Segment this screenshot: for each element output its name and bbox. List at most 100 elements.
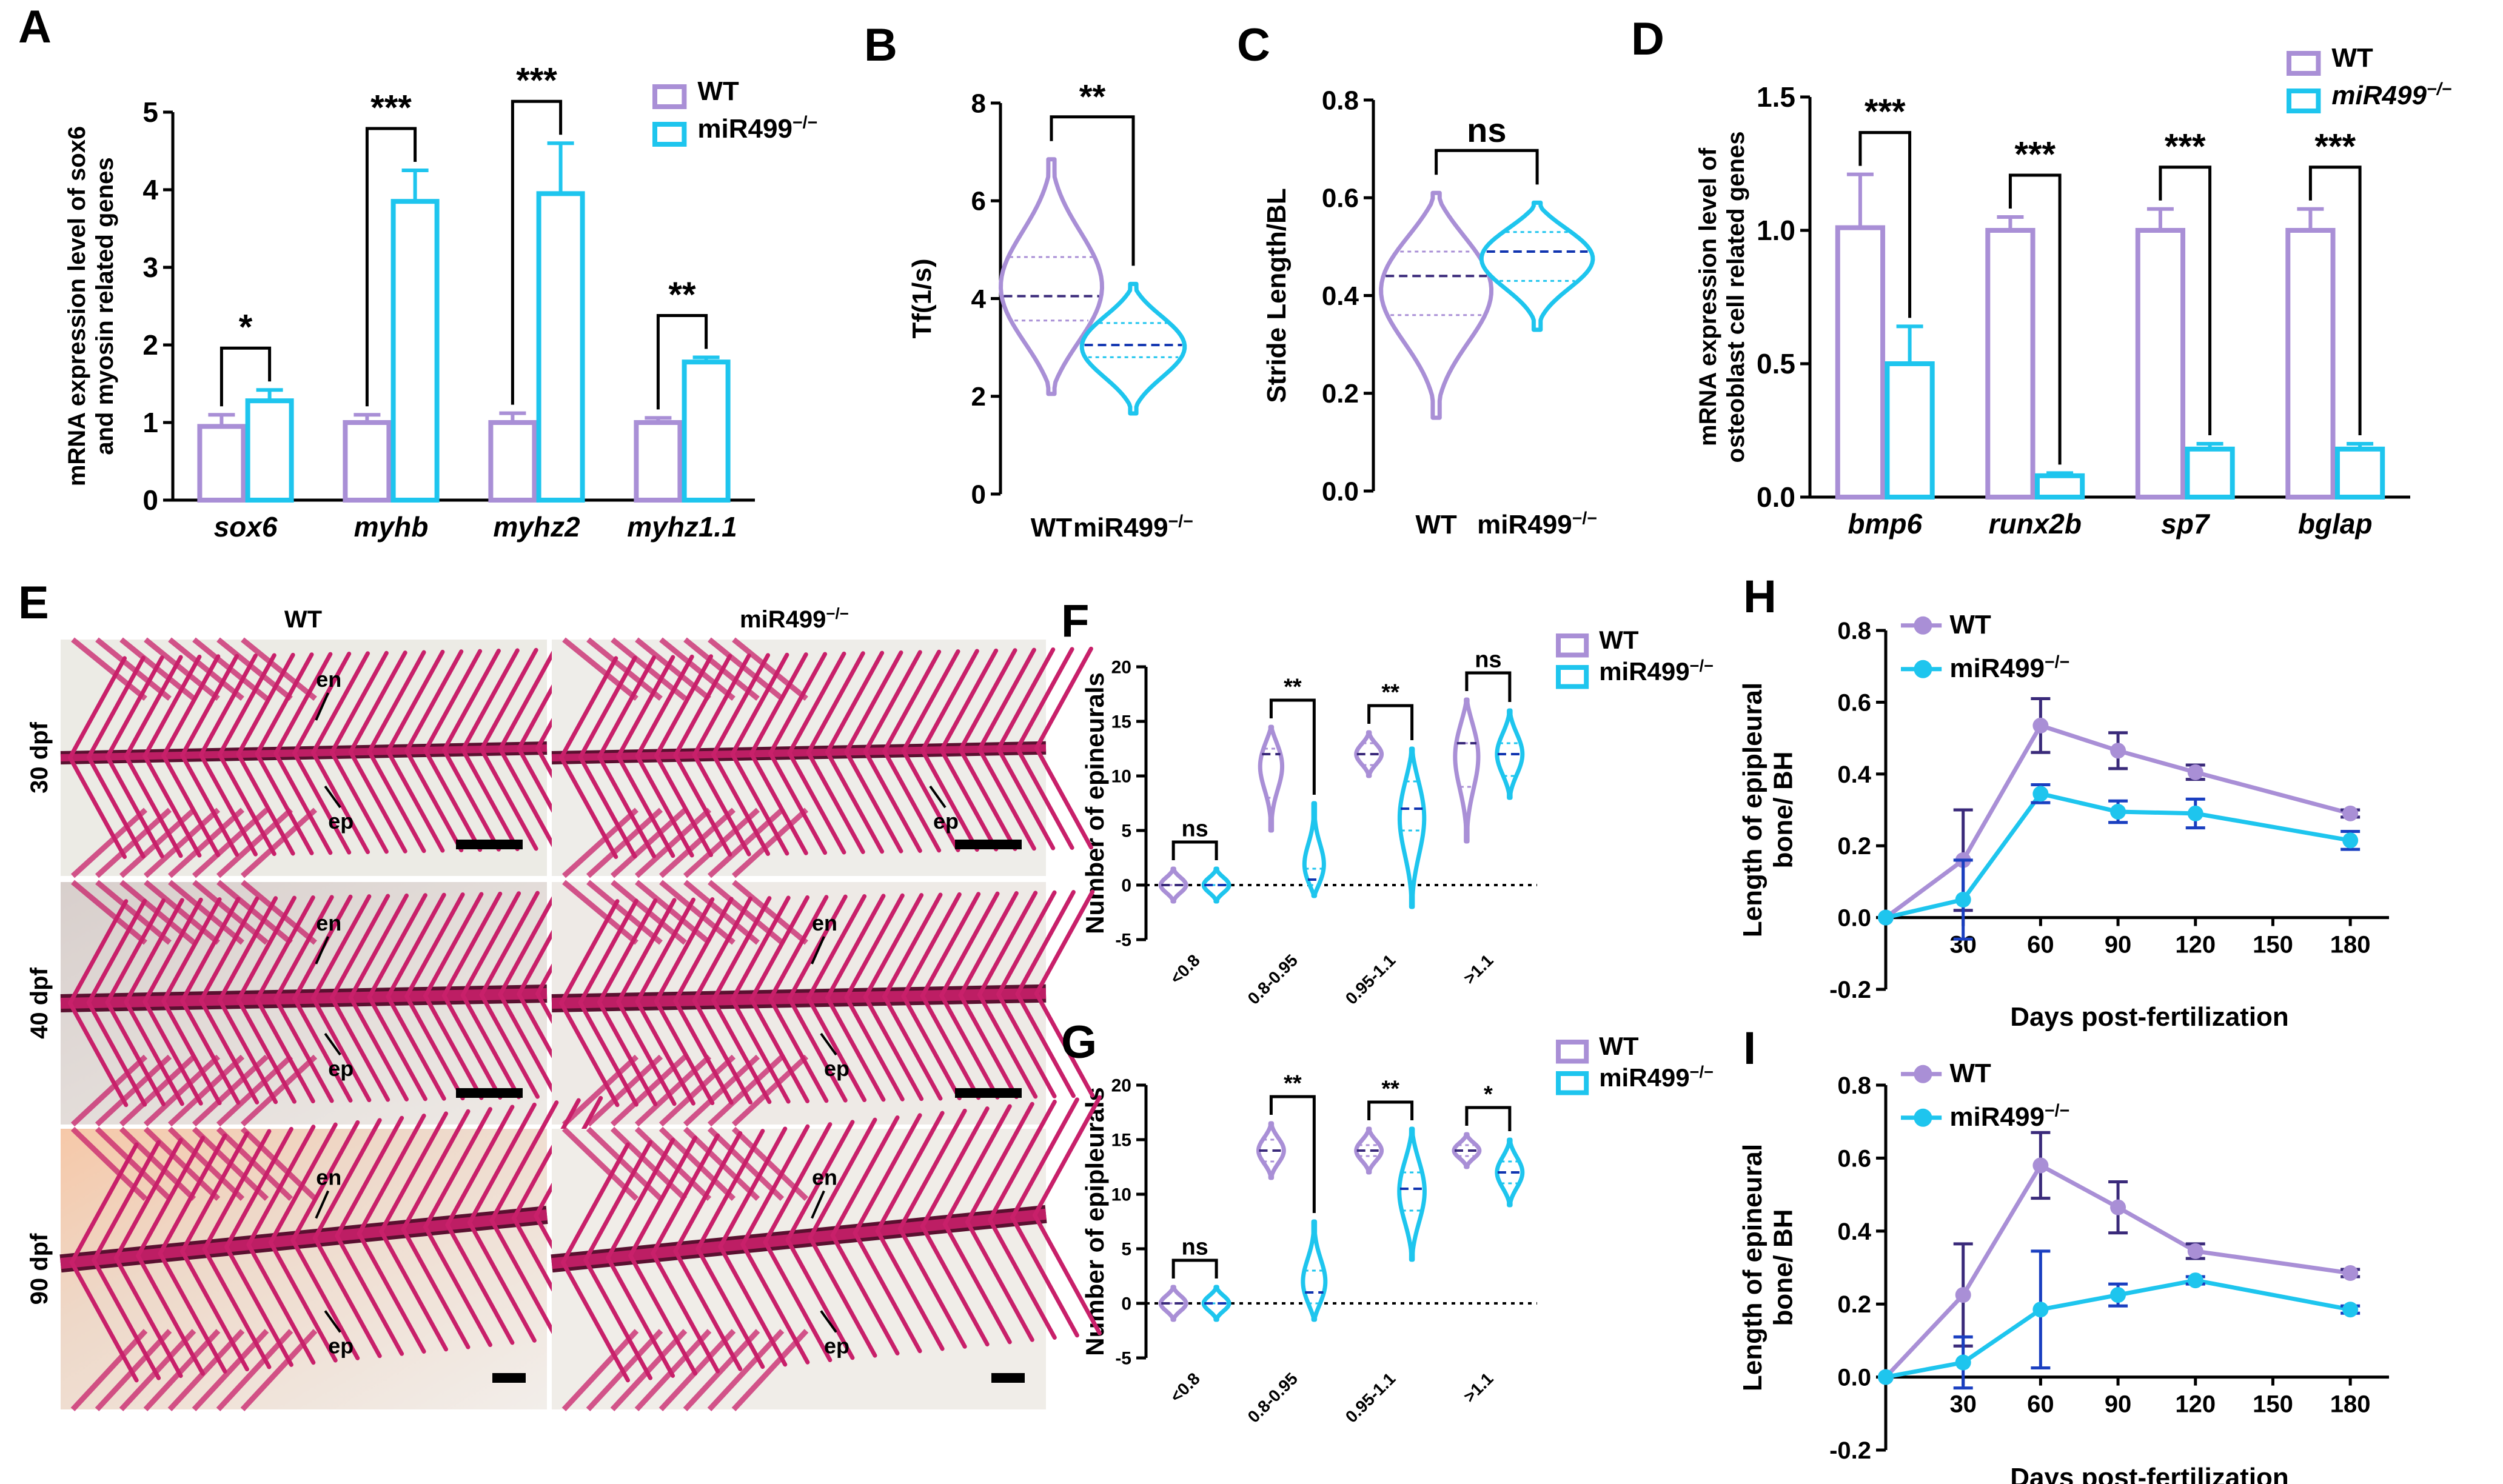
haemal-spine <box>69 1260 139 1383</box>
haemal-spine <box>692 998 752 1105</box>
legend-label-text: WT <box>1599 1032 1639 1060</box>
haemal-spine <box>489 1218 559 1341</box>
y-axis-label: Length of epineuralbone/ BH <box>1738 1144 1798 1391</box>
label-en: en <box>316 911 341 935</box>
neural-spine <box>863 893 924 1000</box>
haemal-spine <box>597 1000 658 1106</box>
haemal-spine <box>180 998 241 1105</box>
y-tick-label: 4 <box>971 284 987 314</box>
haemal-spine <box>597 754 656 858</box>
neural-spine <box>92 1140 161 1263</box>
neural-spine <box>901 892 962 998</box>
label-ep: ep <box>328 809 354 834</box>
fin-ray <box>610 807 688 878</box>
haemal-spine <box>423 1225 492 1348</box>
fin-ray <box>167 807 245 878</box>
neural-spine <box>124 898 184 1004</box>
haemal-spine <box>273 751 333 855</box>
fin-ray <box>240 807 318 878</box>
neural-spine <box>583 1140 653 1263</box>
legend-label-text: WT <box>697 76 739 106</box>
significance-label: ns <box>1181 817 1208 842</box>
haemal-spine <box>939 993 1000 1100</box>
significance-bracket <box>2159 165 2212 435</box>
neural-spine <box>498 647 557 752</box>
neural-spine <box>942 1104 1012 1226</box>
data-point <box>2032 717 2049 734</box>
haemal-spine <box>198 998 260 1105</box>
data-point <box>2342 1265 2359 1282</box>
data-point <box>2342 805 2359 821</box>
panel-letter-e: E <box>18 577 49 629</box>
haemal-spine <box>942 1222 1012 1345</box>
neural-spine <box>292 651 352 755</box>
violin-ko <box>1302 801 1326 898</box>
fin-ray <box>144 880 220 945</box>
x-tick-label: 120 <box>2175 932 2216 958</box>
neural-spine <box>996 647 1056 751</box>
haemal-spine <box>651 1251 720 1374</box>
haemal-spine <box>255 997 315 1104</box>
neural-spine <box>616 898 677 1004</box>
y-tick-label: 0.5 <box>1757 348 1795 379</box>
x-tick-label: 60 <box>2027 932 2054 958</box>
fin-ray <box>241 637 317 701</box>
x-tick-label: bglap <box>2298 508 2373 540</box>
label-en: en <box>812 911 837 935</box>
fin-ray <box>95 880 172 945</box>
x-tick-label: 0.95-1.1 <box>1342 951 1399 1008</box>
row-label: 90 dpf <box>26 1233 53 1305</box>
haemal-spine <box>310 750 370 854</box>
chart-panel-f: -5 0 5 10 15 20 ns <0.8 ** 0.8-0.95 ** 0.95-1.1 ns >1… <box>1081 626 1714 1008</box>
fin-ray <box>70 1329 148 1412</box>
neural-spine <box>142 897 203 1004</box>
fin-ray <box>192 880 269 945</box>
haemal-spine <box>124 1000 184 1106</box>
y-axis-label: Length of epipleuralbone/ BH <box>1738 683 1798 937</box>
haemal-spine <box>825 750 885 854</box>
x-axis-label: Days post-fertilization <box>2010 1463 2289 1484</box>
haemal-spine <box>290 1238 360 1360</box>
significance-bracket <box>2308 165 2362 435</box>
arrow-ep <box>324 785 341 809</box>
haemal-spine <box>498 992 558 1099</box>
legend-swatch <box>1556 665 1589 689</box>
photo-tile: en ep <box>60 880 596 1127</box>
x-tick-label: >1.1 <box>1460 1369 1497 1406</box>
violin-ko <box>1201 866 1231 904</box>
haemal-spine <box>379 1229 449 1352</box>
legend-label: miR499−/− <box>1949 1101 2069 1132</box>
fin-ray <box>708 880 784 945</box>
legend-marker <box>1914 660 1932 678</box>
spine-stain <box>551 744 1047 761</box>
violin-wt <box>1158 866 1188 904</box>
x-tick-label: myhz1.1 <box>627 511 737 543</box>
haemal-spine <box>198 752 258 857</box>
haemal-spine <box>404 994 465 1101</box>
spine-stain <box>60 1209 548 1269</box>
violin-wt <box>1256 1121 1286 1180</box>
significance-bracket <box>1367 1100 1414 1120</box>
fin-ray <box>561 807 639 878</box>
neural-spine <box>180 653 240 758</box>
haemal-spine <box>692 752 751 857</box>
y-axis-label-line: bone/ BH <box>1769 751 1798 868</box>
arrow-ep <box>324 1310 341 1333</box>
fin-ray <box>732 880 808 945</box>
fin-ray <box>731 807 809 878</box>
arrow-ep <box>820 1310 837 1333</box>
violin-wt <box>1379 190 1494 420</box>
x-tick-label: 30 <box>1949 1391 1977 1418</box>
legend-label: WT <box>2331 43 2373 73</box>
fin-ray <box>119 1054 196 1127</box>
significance-label: *** <box>2314 127 2356 166</box>
neural-spine <box>882 892 943 999</box>
legend-swatch <box>1556 633 1589 658</box>
data-point <box>1955 892 1971 907</box>
haemal-spine <box>996 746 1056 851</box>
fin-ray <box>610 1329 688 1412</box>
fin-ray <box>610 1054 688 1127</box>
fin-ray <box>119 1329 196 1412</box>
fin-ray <box>192 1054 269 1127</box>
y-tick-label: -0.2 <box>1829 977 1871 1003</box>
